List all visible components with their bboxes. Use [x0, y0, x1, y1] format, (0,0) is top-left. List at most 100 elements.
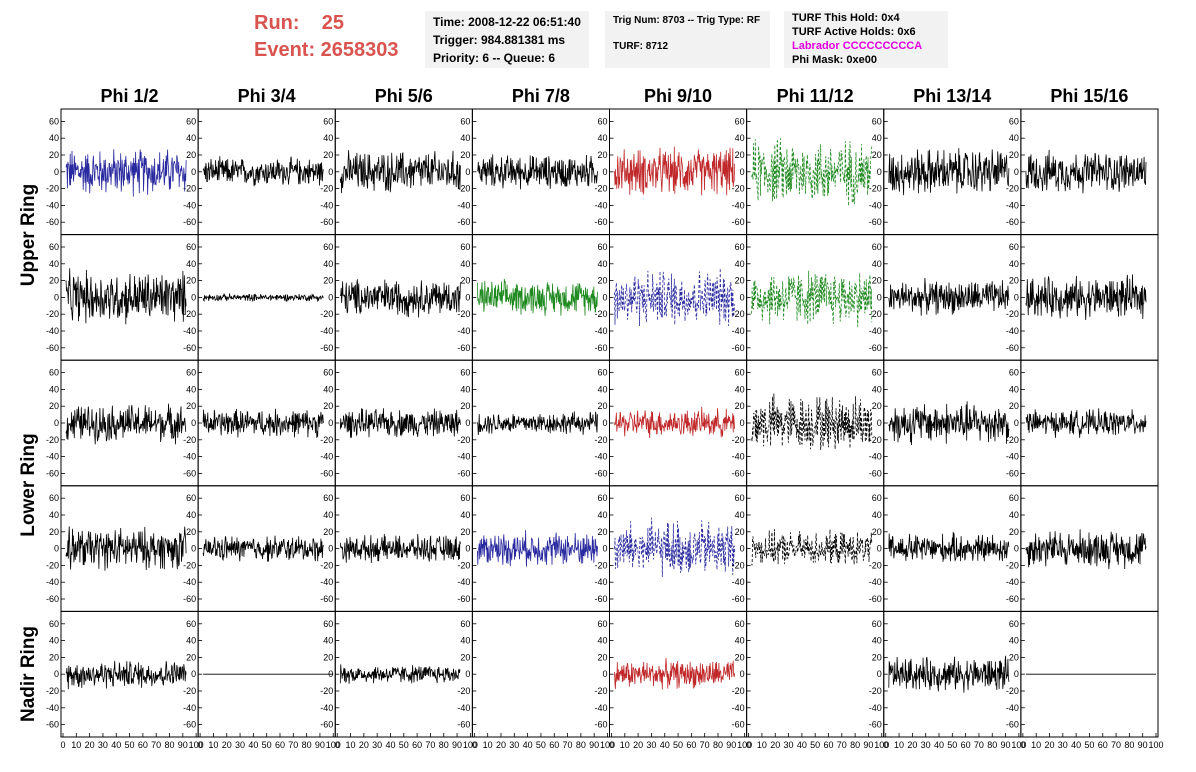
waveform [888, 655, 1010, 693]
waveform [751, 529, 873, 566]
panel-r4-c8: -60 -40 -20 0 20 40 60 [1006, 485, 1159, 612]
y-tick-label: -40 [594, 577, 607, 587]
y-tick-label: -60 [183, 217, 196, 227]
y-tick-label: 60 [460, 493, 470, 503]
y-tick-label: 40 [597, 636, 607, 646]
y-tick-label: -60 [46, 217, 59, 227]
y-tick-label: 0 [602, 167, 607, 177]
y-tick-label: -20 [1006, 435, 1019, 445]
waveform [614, 268, 735, 327]
y-tick-label: -20 [594, 435, 607, 445]
waveform [751, 270, 873, 327]
x-tick-label: 10 [894, 740, 904, 750]
y-tick-label: -40 [457, 703, 470, 713]
column-header-3: Phi 5/6 [374, 86, 433, 106]
y-tick-label: 40 [49, 636, 59, 646]
x-tick-label: 40 [660, 740, 670, 750]
y-tick-label: -40 [183, 326, 196, 336]
y-tick-label: -20 [320, 435, 333, 445]
y-tick-label: -20 [320, 184, 333, 194]
y-tick-label: 40 [186, 259, 196, 269]
y-tick-label: 40 [460, 384, 470, 394]
x-tick-label: 80 [713, 740, 723, 750]
x-tick-label: 40 [111, 740, 121, 750]
y-tick-label: -60 [594, 468, 607, 478]
y-tick-label: -40 [594, 452, 607, 462]
y-tick-label: -40 [732, 577, 745, 587]
y-tick-label: 20 [1009, 401, 1019, 411]
waveform [477, 154, 598, 190]
waveform [202, 293, 324, 303]
y-tick-label: -20 [1006, 309, 1019, 319]
y-tick-label: -20 [732, 184, 745, 194]
x-tick-label: 20 [359, 740, 369, 750]
y-tick-label: -40 [183, 200, 196, 210]
x-tick-label: 30 [235, 740, 245, 750]
y-tick-label: 20 [735, 527, 745, 537]
y-tick-label: 0 [191, 292, 196, 302]
x-tick-label: 30 [372, 740, 382, 750]
y-tick-label: 60 [872, 493, 882, 503]
panel-r2-c8: -60 -40 -20 0 20 40 60 [1006, 234, 1159, 361]
waveform [65, 526, 187, 571]
y-tick-label: 60 [323, 116, 333, 126]
priority-text: Priority: 6 -- Queue: 6 [433, 51, 556, 65]
y-tick-label: 60 [1009, 116, 1019, 126]
y-tick-label: -40 [320, 452, 333, 462]
y-tick-label: -60 [1006, 720, 1019, 730]
x-tick-label: 100 [463, 740, 478, 750]
y-tick-label: -20 [732, 309, 745, 319]
panel-r2-c1: -60 -40 -20 0 20 40 60 [46, 234, 199, 361]
y-tick-label: 40 [872, 510, 882, 520]
y-tick-label: 0 [328, 167, 333, 177]
turf-active-holds-text: TURF Active Holds: 0x6 [792, 26, 916, 38]
x-tick-label: 20 [85, 740, 95, 750]
y-tick-label: 20 [323, 652, 333, 662]
x-tick-label: 0 [335, 740, 340, 750]
y-tick-label: -20 [46, 560, 59, 570]
y-tick-label: 40 [186, 636, 196, 646]
y-tick-label: -20 [46, 686, 59, 696]
y-tick-label: 40 [1009, 133, 1019, 143]
y-tick-label: 40 [735, 384, 745, 394]
y-tick-label: 40 [323, 259, 333, 269]
waveform [751, 393, 873, 451]
y-tick-label: 60 [872, 242, 882, 252]
y-tick-label: 0 [191, 418, 196, 428]
x-tick-label: 0 [883, 740, 888, 750]
x-tick-label: 30 [921, 740, 931, 750]
y-tick-label: 0 [465, 544, 470, 554]
y-tick-label: -60 [1006, 594, 1019, 604]
y-tick-label: 40 [735, 636, 745, 646]
y-tick-label: -40 [1006, 200, 1019, 210]
y-tick-label: 20 [872, 527, 882, 537]
y-tick-label: 40 [186, 133, 196, 143]
y-tick-label: 60 [186, 619, 196, 629]
turf-info-box: TURF This Hold: 0x4 TURF Active Holds: 0… [784, 11, 948, 68]
y-tick-label: -40 [594, 326, 607, 336]
y-tick-label: -60 [46, 594, 59, 604]
y-tick-label: 20 [186, 150, 196, 160]
x-tick-label: 10 [620, 740, 630, 750]
waveform [477, 411, 598, 436]
y-tick-label: 60 [597, 242, 607, 252]
y-tick-label: 60 [186, 242, 196, 252]
waveform [614, 406, 735, 439]
y-tick-label: -40 [457, 200, 470, 210]
y-tick-label: -20 [732, 560, 745, 570]
panel-r1-c1: -60 -40 -20 0 20 40 60 [46, 108, 199, 236]
y-tick-label: 40 [460, 259, 470, 269]
y-tick-label: 0 [740, 544, 745, 554]
panel-r1-c5: -60 -40 -20 0 20 40 60 [594, 108, 748, 236]
x-tick-label: 90 [589, 740, 599, 750]
y-tick-label: -20 [869, 435, 882, 445]
x-tick-label: 90 [178, 740, 188, 750]
panel-r3-c8: -60 -40 -20 0 20 40 60 [1006, 359, 1159, 487]
y-tick-label: 60 [735, 368, 745, 378]
y-tick-label: 40 [49, 384, 59, 394]
y-tick-label: 0 [54, 544, 59, 554]
y-tick-label: 60 [323, 242, 333, 252]
x-tick-label: 60 [961, 740, 971, 750]
